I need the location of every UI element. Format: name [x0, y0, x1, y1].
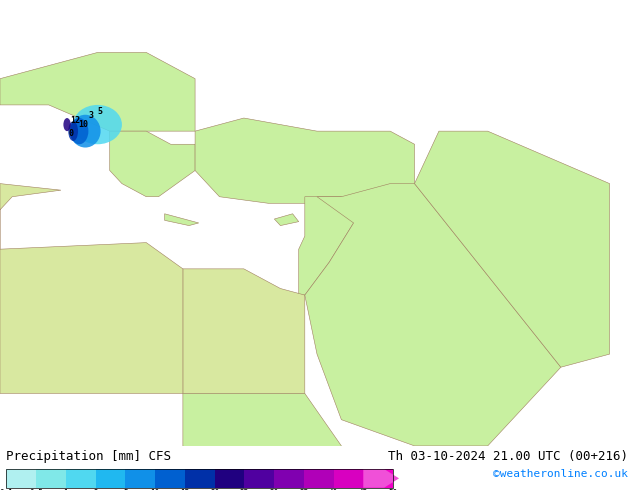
Ellipse shape [73, 105, 122, 144]
Text: 50: 50 [389, 489, 398, 490]
FancyBboxPatch shape [155, 469, 185, 488]
Text: 5: 5 [98, 107, 103, 116]
FancyBboxPatch shape [244, 469, 274, 488]
Polygon shape [183, 269, 305, 393]
FancyBboxPatch shape [363, 469, 393, 488]
Text: 1: 1 [63, 489, 68, 490]
Bar [6, 469, 393, 488]
Text: ©weatheronline.co.uk: ©weatheronline.co.uk [493, 469, 628, 479]
Text: 3: 3 [89, 111, 94, 120]
Polygon shape [275, 214, 299, 225]
FancyBboxPatch shape [274, 469, 304, 488]
FancyBboxPatch shape [36, 469, 66, 488]
FancyBboxPatch shape [126, 469, 155, 488]
Text: 15: 15 [180, 489, 190, 490]
Polygon shape [415, 131, 610, 367]
FancyBboxPatch shape [214, 469, 244, 488]
Polygon shape [110, 131, 195, 196]
Polygon shape [183, 393, 341, 485]
FancyBboxPatch shape [96, 469, 126, 488]
Polygon shape [0, 184, 61, 249]
Text: 5: 5 [123, 489, 127, 490]
Text: 10: 10 [150, 489, 160, 490]
FancyBboxPatch shape [185, 469, 214, 488]
Polygon shape [165, 214, 198, 225]
Text: 2: 2 [93, 489, 98, 490]
Polygon shape [305, 184, 561, 446]
Text: 35: 35 [299, 489, 309, 490]
FancyArrow shape [363, 469, 399, 488]
Polygon shape [0, 52, 195, 131]
Text: 12: 12 [70, 116, 81, 125]
Text: 0.1: 0.1 [0, 489, 13, 490]
FancyBboxPatch shape [333, 469, 363, 488]
Text: Th 03-10-2024 21.00 UTC (00+216): Th 03-10-2024 21.00 UTC (00+216) [387, 450, 628, 464]
Text: Precipitation [mm] CFS: Precipitation [mm] CFS [6, 450, 171, 464]
Ellipse shape [63, 118, 71, 131]
Polygon shape [195, 118, 415, 210]
FancyBboxPatch shape [6, 469, 36, 488]
FancyBboxPatch shape [304, 469, 333, 488]
Text: 40: 40 [329, 489, 338, 490]
Text: 10: 10 [78, 120, 88, 129]
Ellipse shape [70, 118, 88, 144]
Text: 45: 45 [359, 489, 368, 490]
Polygon shape [0, 243, 183, 393]
Text: 0.5: 0.5 [29, 489, 43, 490]
Text: 20: 20 [210, 489, 219, 490]
Ellipse shape [70, 115, 101, 147]
Ellipse shape [68, 122, 78, 141]
Polygon shape [299, 196, 354, 295]
Text: 30: 30 [269, 489, 279, 490]
FancyBboxPatch shape [66, 469, 96, 488]
Text: 0: 0 [68, 129, 73, 138]
Text: 25: 25 [240, 489, 249, 490]
